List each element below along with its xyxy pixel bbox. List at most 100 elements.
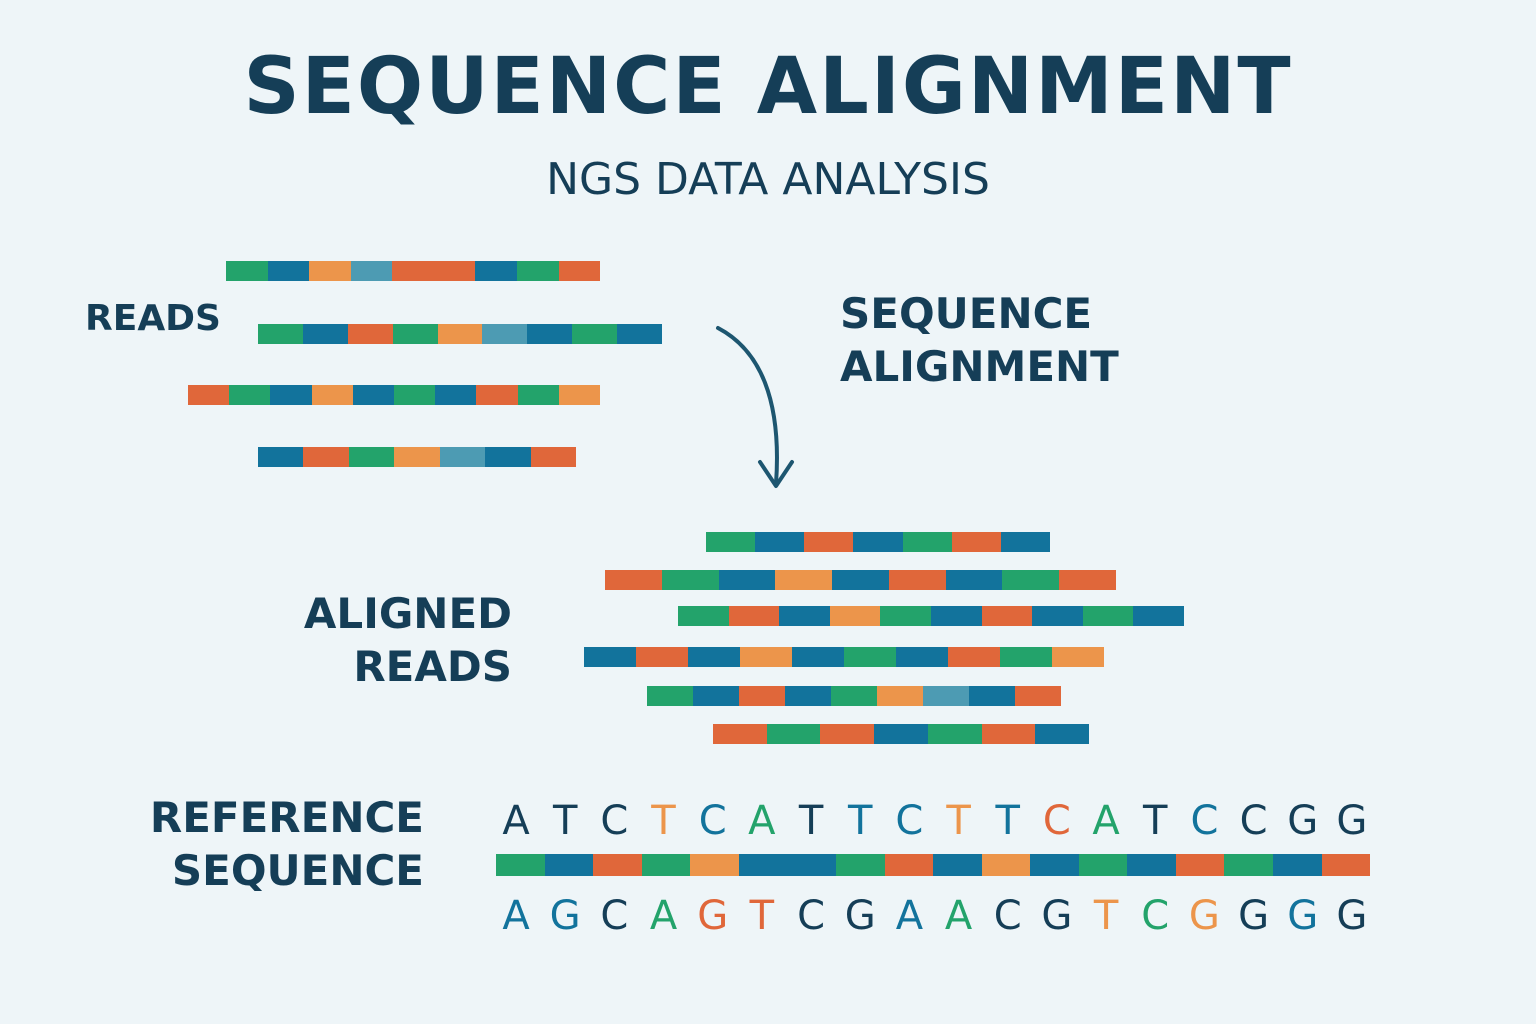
read-3-segment bbox=[558, 385, 601, 405]
aligned-read-5-segment bbox=[923, 686, 969, 706]
aligned-read-3-segment bbox=[981, 606, 1033, 626]
read-3-segment bbox=[311, 385, 353, 405]
aligned-read-5 bbox=[647, 686, 1061, 706]
read-2-segment bbox=[572, 324, 618, 344]
aligned-read-3-segment bbox=[829, 606, 881, 626]
aligned-read-2 bbox=[605, 570, 1117, 590]
aligned-read-4-segment bbox=[948, 647, 1000, 667]
aligned-read-5-segment bbox=[1015, 686, 1061, 706]
top_strand-base: T bbox=[651, 798, 676, 844]
read-1-segment bbox=[350, 261, 393, 281]
top_strand-base: G bbox=[1287, 798, 1319, 844]
reference-bar-segment bbox=[981, 854, 1031, 876]
aligned-read-3-segment bbox=[930, 606, 982, 626]
aligned-read-5-segment bbox=[739, 686, 785, 706]
read-4 bbox=[258, 447, 576, 467]
bottom_strand-base: C bbox=[1141, 893, 1170, 939]
reference-sequence-label: REFERENCE SEQUENCE bbox=[140, 792, 424, 897]
alignment-process-label-line2: ALIGNMENT bbox=[840, 341, 1119, 391]
aligned-read-3-segment bbox=[1133, 606, 1184, 626]
read-1 bbox=[226, 261, 601, 281]
aligned-read-3-segment bbox=[728, 606, 780, 626]
top_strand-base: T bbox=[946, 798, 971, 844]
read-4-segment bbox=[439, 447, 486, 467]
bottom_strand-base: G bbox=[844, 893, 876, 939]
aligned-read-2-segment bbox=[775, 570, 833, 590]
aligned-read-4-segment bbox=[1052, 647, 1104, 667]
read-1-segment bbox=[392, 261, 434, 281]
aligned-read-2-segment bbox=[718, 570, 776, 590]
reference-bar-segment bbox=[496, 854, 545, 876]
aligned-read-3-segment bbox=[880, 606, 931, 626]
aligned-read-3-segment bbox=[779, 606, 830, 626]
aligned-read-2-segment bbox=[888, 570, 946, 590]
read-4-segment bbox=[348, 447, 395, 467]
alignment-process-label-line1: SEQUENCE bbox=[840, 289, 1093, 338]
bottom_strand-base: G bbox=[1188, 893, 1220, 939]
reference-bar-segment bbox=[690, 854, 739, 876]
bottom_strand-base: G bbox=[549, 893, 581, 939]
top_strand-base: C bbox=[600, 798, 629, 844]
reference-bar-segment bbox=[1224, 854, 1273, 876]
read-1-segment bbox=[558, 261, 601, 281]
top_strand-base: T bbox=[995, 798, 1020, 844]
aligned-read-4-segment bbox=[740, 647, 792, 667]
aligned-reads-label-line2: READS bbox=[353, 641, 512, 691]
read-2-segment bbox=[617, 324, 663, 344]
top_strand-base: A bbox=[1092, 798, 1120, 844]
bottom_strand-base: C bbox=[797, 893, 825, 939]
alignment-arrow-icon bbox=[716, 326, 794, 488]
bottom_strand-base: A bbox=[944, 893, 973, 939]
aligned-read-4-segment bbox=[688, 647, 740, 667]
aligned-read-1-segment bbox=[853, 532, 903, 552]
top_strand-base: C bbox=[895, 798, 924, 844]
read-3-segment bbox=[394, 385, 436, 405]
aligned-read-2-segment bbox=[661, 570, 719, 590]
aligned-read-4-segment bbox=[584, 647, 636, 667]
bottom_strand-base: C bbox=[993, 893, 1022, 939]
reference-bar-segment bbox=[884, 854, 934, 876]
bottom_strand-base: G bbox=[1287, 893, 1319, 939]
aligned-reads-label-line1: ALIGNED bbox=[303, 589, 512, 638]
diagram-subtitle: NGS DATA ANALYSIS bbox=[546, 154, 990, 205]
aligned-read-6-segment bbox=[1035, 724, 1090, 744]
bottom_strand-base: G bbox=[1336, 893, 1368, 939]
top_strand-base: C bbox=[1239, 798, 1268, 844]
read-3-segment bbox=[270, 385, 312, 405]
aligned-read-5-segment bbox=[693, 686, 739, 706]
alignment-process-label: SEQUENCE ALIGNMENT bbox=[840, 288, 1119, 393]
bottom_strand-base: G bbox=[697, 893, 729, 939]
reference-bar-segment bbox=[641, 854, 691, 876]
aligned-read-2-segment bbox=[1002, 570, 1060, 590]
top_strand-base: T bbox=[798, 798, 824, 844]
reference-bar-segment bbox=[787, 854, 836, 876]
read-1-segment bbox=[433, 261, 476, 281]
aligned-read-6-segment bbox=[981, 724, 1036, 744]
reference-bar-segment bbox=[1273, 854, 1322, 876]
reference-sequence-bar bbox=[496, 854, 1371, 876]
read-3-segment bbox=[229, 385, 271, 405]
diagram-title: SEQUENCE ALIGNMENT bbox=[243, 42, 1293, 132]
read-2-segment bbox=[482, 324, 528, 344]
aligned-read-6-segment bbox=[927, 724, 982, 744]
aligned-read-3 bbox=[678, 606, 1184, 626]
bottom_strand-base: T bbox=[1093, 893, 1119, 939]
aligned-read-4-segment bbox=[1000, 647, 1052, 667]
bottom_strand-base: G bbox=[1238, 893, 1270, 939]
reference-bar-segment bbox=[1175, 854, 1225, 876]
read-2-segment bbox=[437, 324, 483, 344]
reference-bar-segment bbox=[933, 854, 982, 876]
read-3-segment bbox=[352, 385, 395, 405]
read-3-segment bbox=[435, 385, 477, 405]
read-3-segment bbox=[476, 385, 518, 405]
read-2-segment bbox=[392, 324, 438, 344]
aligned-read-6-segment bbox=[820, 724, 875, 744]
reference-bar-segment bbox=[544, 854, 594, 876]
aligned-read-4-segment bbox=[792, 647, 844, 667]
read-4-segment bbox=[258, 447, 304, 467]
read-1-segment bbox=[226, 261, 268, 281]
reference-bar-segment bbox=[835, 854, 885, 876]
read-4-segment bbox=[530, 447, 576, 467]
read-1-segment bbox=[475, 261, 517, 281]
